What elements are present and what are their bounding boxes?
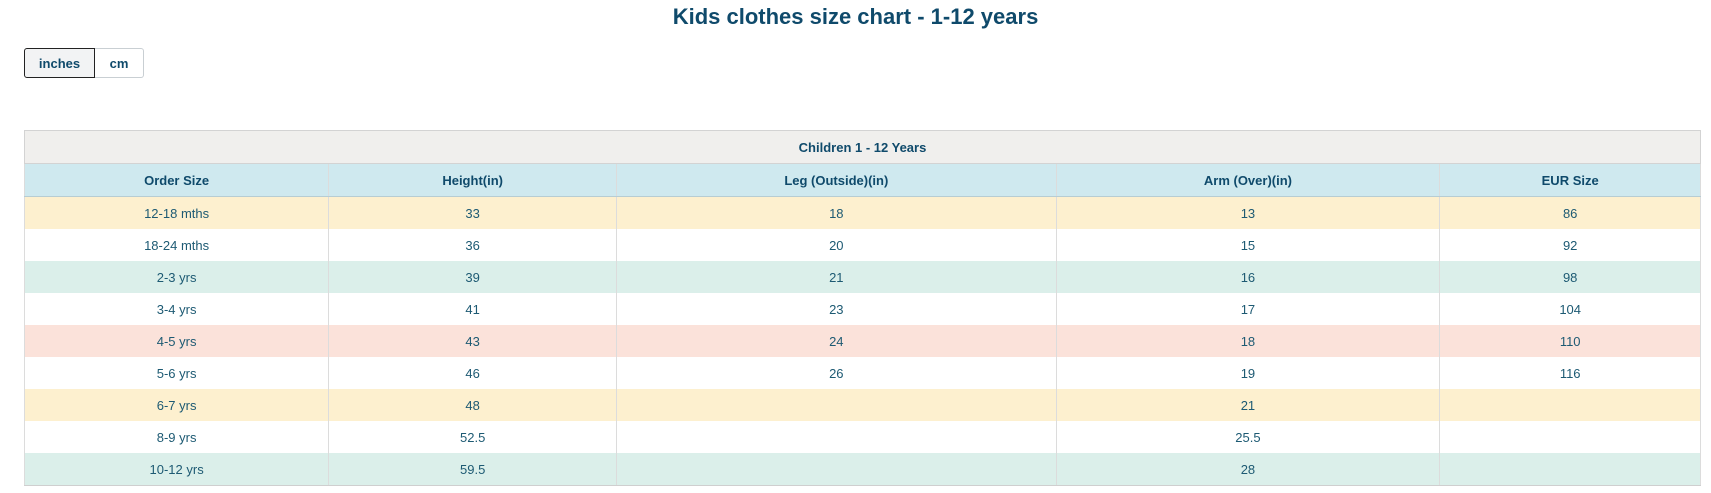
arm-cell: 13: [1055, 196, 1441, 229]
table-row: 3-4 yrs 41 23 17 104: [23, 293, 1701, 325]
column-header-eur-size: EUR Size: [1439, 163, 1701, 197]
arm-cell: 28: [1055, 453, 1441, 486]
arm-cell: 21: [1055, 389, 1441, 421]
size-table: Children 1 - 12 Years Order Size Height(…: [23, 130, 1701, 486]
height-cell: 43: [328, 325, 618, 357]
table-caption-row: Children 1 - 12 Years: [24, 130, 1701, 164]
leg-cell: 21: [616, 261, 1057, 293]
table-row: 4-5 yrs 43 24 18 110: [23, 325, 1701, 357]
table-body: 12-18 mths 33 18 13 86 18-24 mths 36 20 15 92 2-3 …: [23, 196, 1701, 486]
leg-cell: 18: [616, 196, 1057, 229]
inches-button[interactable]: inches: [24, 48, 95, 78]
table-row: 18-24 mths 36 20 15 92: [23, 229, 1701, 261]
table-row: 5-6 yrs 46 26 19 116: [23, 357, 1701, 389]
column-header-leg: Leg (Outside)(in): [616, 163, 1057, 197]
height-cell: 48: [328, 389, 618, 421]
height-cell: 59.5: [328, 453, 618, 486]
order-size-cell: 8-9 yrs: [23, 421, 330, 453]
eur-size-cell: [1439, 389, 1701, 421]
cm-button[interactable]: cm: [95, 48, 144, 78]
order-size-cell: 10-12 yrs: [23, 453, 330, 486]
leg-cell: 20: [616, 229, 1057, 261]
arm-cell: 15: [1055, 229, 1441, 261]
leg-cell: [616, 421, 1057, 453]
arm-cell: 16: [1055, 261, 1441, 293]
height-cell: 39: [328, 261, 618, 293]
height-cell: 52.5: [328, 421, 618, 453]
arm-cell: 25.5: [1055, 421, 1441, 453]
leg-cell: 26: [616, 357, 1057, 389]
table-row: 10-12 yrs 59.5 28: [23, 453, 1701, 486]
order-size-cell: 3-4 yrs: [23, 293, 330, 325]
eur-size-cell: 116: [1439, 357, 1701, 389]
table-caption: Children 1 - 12 Years: [24, 130, 1701, 164]
unit-toggle: inches cm: [24, 48, 144, 78]
table-row: 12-18 mths 33 18 13 86: [23, 196, 1701, 229]
leg-cell: [616, 389, 1057, 421]
arm-cell: 19: [1055, 357, 1441, 389]
arm-cell: 18: [1055, 325, 1441, 357]
order-size-cell: 6-7 yrs: [23, 389, 330, 421]
order-size-cell: 4-5 yrs: [23, 325, 330, 357]
order-size-cell: 5-6 yrs: [23, 357, 330, 389]
height-cell: 33: [328, 196, 618, 229]
eur-size-cell: [1439, 421, 1701, 453]
arm-cell: 17: [1055, 293, 1441, 325]
column-header-arm: Arm (Over)(in): [1055, 163, 1441, 197]
height-cell: 41: [328, 293, 618, 325]
height-cell: 36: [328, 229, 618, 261]
order-size-cell: 2-3 yrs: [23, 261, 330, 293]
page-title: Kids clothes size chart - 1-12 years: [672, 4, 1039, 29]
eur-size-cell: [1439, 453, 1701, 486]
leg-cell: 24: [616, 325, 1057, 357]
table-row: 2-3 yrs 39 21 16 98: [23, 261, 1701, 293]
order-size-cell: 12-18 mths: [23, 196, 330, 229]
eur-size-cell: 92: [1439, 229, 1701, 261]
height-cell: 46: [328, 357, 618, 389]
order-size-cell: 18-24 mths: [23, 229, 330, 261]
eur-size-cell: 86: [1439, 196, 1701, 229]
eur-size-cell: 98: [1439, 261, 1701, 293]
column-header-height: Height(in): [328, 163, 618, 197]
table-row: 8-9 yrs 52.5 25.5: [23, 421, 1701, 453]
column-header-order-size: Order Size: [23, 163, 330, 197]
eur-size-cell: 104: [1439, 293, 1701, 325]
table-row: 6-7 yrs 48 21: [23, 389, 1701, 421]
leg-cell: 23: [616, 293, 1057, 325]
eur-size-cell: 110: [1439, 325, 1701, 357]
leg-cell: [616, 453, 1057, 486]
table-header-row: Order Size Height(in) Leg (Outside)(in) …: [23, 163, 1701, 197]
